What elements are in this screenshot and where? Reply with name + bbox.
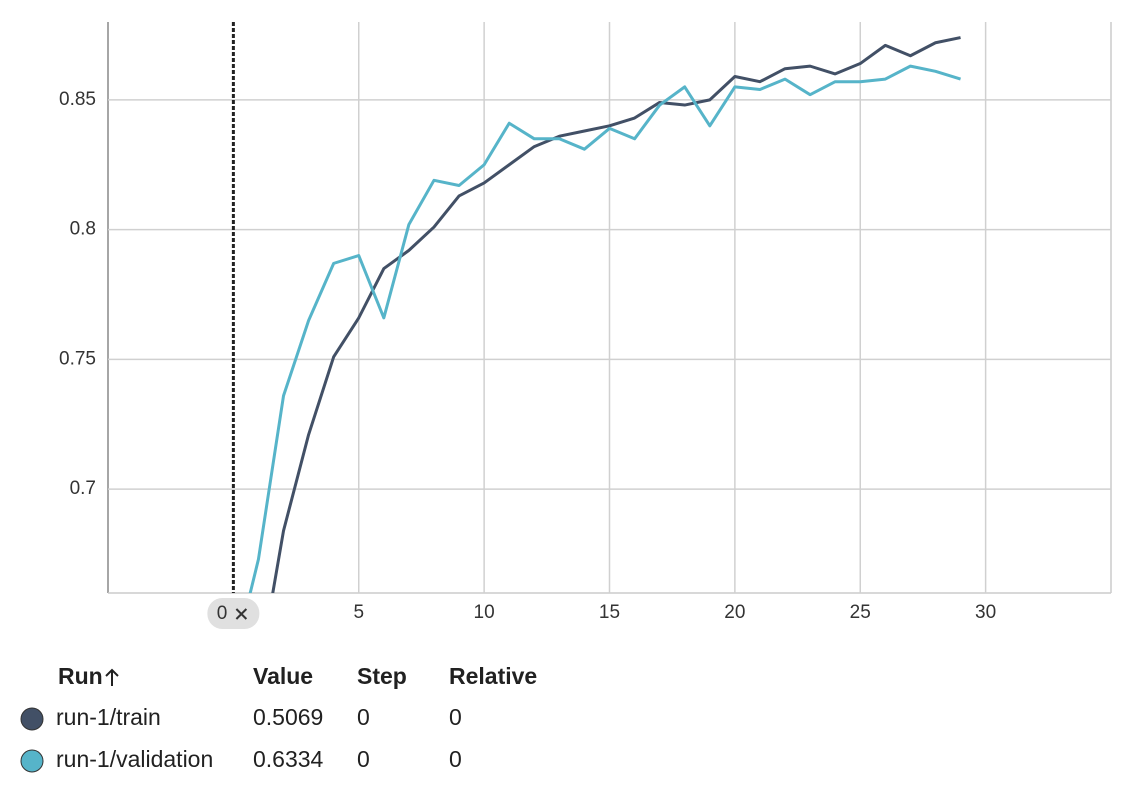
table-cell: 0	[449, 746, 462, 772]
step-marker-chip[interactable]	[207, 598, 260, 629]
step-marker: 0	[207, 22, 260, 629]
column-header[interactable]: Run	[58, 663, 103, 689]
table-cell: 0	[449, 704, 462, 730]
sort-icon[interactable]	[105, 668, 119, 686]
column-header: Step	[357, 663, 407, 689]
x-tick-label: 30	[975, 602, 996, 623]
table-cell: 0	[357, 746, 370, 772]
x-tick-label: 15	[599, 602, 620, 623]
y-tick-label: 0.7	[70, 478, 96, 499]
y-tick-label: 0.75	[59, 348, 96, 369]
y-tick-label: 0.8	[70, 219, 96, 240]
column-header: Value	[253, 663, 313, 689]
lines	[248, 36, 961, 593]
legend-dot	[20, 749, 44, 773]
table-rows: run-1/train 0.5069 0 0 run-1/validation 0.633…	[20, 704, 462, 773]
series-line	[271, 36, 961, 593]
legend-dot	[20, 707, 44, 731]
close-icon[interactable]	[235, 608, 248, 620]
column-header: Relative	[449, 663, 537, 689]
x-tick-label: 10	[474, 602, 495, 623]
series-line	[248, 64, 961, 593]
y-tick-label: 0.85	[59, 89, 96, 110]
table-cell: run-1/validation	[56, 746, 213, 772]
x-tick-label: 20	[724, 602, 745, 623]
table-cell: 0	[357, 704, 370, 730]
step-marker-label: 0	[217, 603, 228, 624]
x-tick-label: 25	[850, 602, 871, 623]
table-cell: run-1/train	[56, 704, 161, 730]
table-cell: 0.5069	[253, 704, 323, 730]
grid: 0.7 0.75 0.8 0.85 5 10 15 20 25 30	[59, 22, 1111, 623]
table-cell: 0.6334	[253, 746, 324, 772]
x-tick-label: 5	[353, 602, 364, 623]
